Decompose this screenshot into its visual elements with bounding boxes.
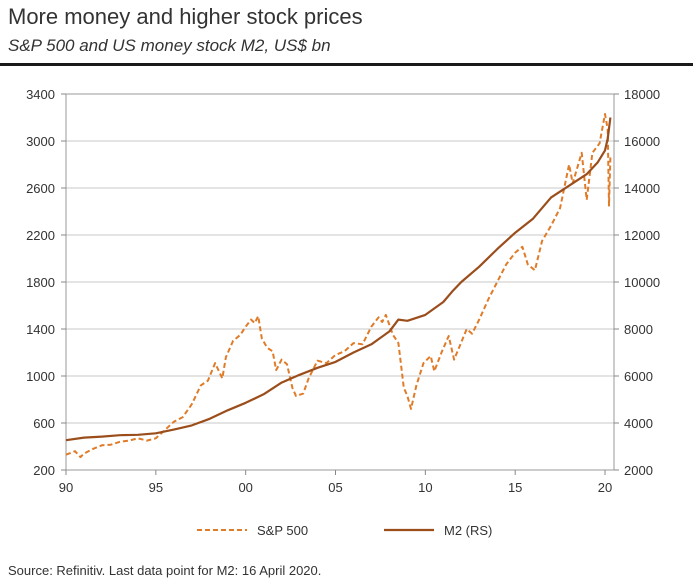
chart-subtitle: S&P 500 and US money stock M2, US$ bn bbox=[8, 36, 331, 55]
right-y-tick-label: 16000 bbox=[624, 134, 660, 149]
x-tick-label: 05 bbox=[328, 480, 342, 495]
legend-label: M2 (RS) bbox=[444, 523, 492, 538]
x-tick-label: 10 bbox=[418, 480, 432, 495]
grid-lines bbox=[66, 140, 614, 424]
left-y-tick-label: 3400 bbox=[26, 87, 55, 102]
left-y-axis: 200 600 1000 1400 1800 2200 2600 3000 3400 bbox=[26, 87, 66, 478]
right-y-axis: 2000 4000 6000 8000 10000 12000 14000 16000 1800… bbox=[614, 87, 660, 478]
right-y-tick-label: 14000 bbox=[624, 181, 660, 196]
legend: S&P 500 M2 (RS) bbox=[197, 523, 492, 538]
left-y-tick-label: 1000 bbox=[26, 369, 55, 384]
x-tick-label: 90 bbox=[59, 480, 73, 495]
left-y-tick-label: 600 bbox=[33, 416, 55, 431]
x-tick-label: 20 bbox=[598, 480, 612, 495]
right-y-tick-label: 8000 bbox=[624, 322, 653, 337]
series-lines bbox=[65, 113, 612, 459]
right-y-tick-label: 18000 bbox=[624, 87, 660, 102]
x-axis: 90 95 00 05 10 15 20 bbox=[59, 470, 612, 495]
legend-label: S&P 500 bbox=[257, 523, 308, 538]
left-y-tick-label: 200 bbox=[33, 463, 55, 478]
left-y-tick-label: 2600 bbox=[26, 181, 55, 196]
source-note: Source: Refinitiv. Last data point for M… bbox=[8, 563, 322, 578]
x-tick-label: 00 bbox=[238, 480, 252, 495]
left-y-tick-label: 1800 bbox=[26, 275, 55, 290]
title-rule bbox=[0, 63, 693, 66]
right-y-tick-label: 2000 bbox=[624, 463, 653, 478]
right-y-tick-label: 10000 bbox=[624, 275, 660, 290]
x-tick-label: 15 bbox=[508, 480, 522, 495]
x-tick-label: 95 bbox=[149, 480, 163, 495]
left-y-tick-label: 2200 bbox=[26, 228, 55, 243]
left-y-tick-label: 1400 bbox=[26, 322, 55, 337]
right-y-tick-label: 6000 bbox=[624, 369, 653, 384]
left-y-tick-label: 3000 bbox=[26, 134, 55, 149]
chart-title: More money and higher stock prices bbox=[8, 4, 363, 29]
sp500-series-line bbox=[65, 113, 612, 459]
right-y-tick-label: 12000 bbox=[624, 228, 660, 243]
right-y-tick-label: 4000 bbox=[624, 416, 653, 431]
m2-series-line bbox=[65, 117, 612, 442]
